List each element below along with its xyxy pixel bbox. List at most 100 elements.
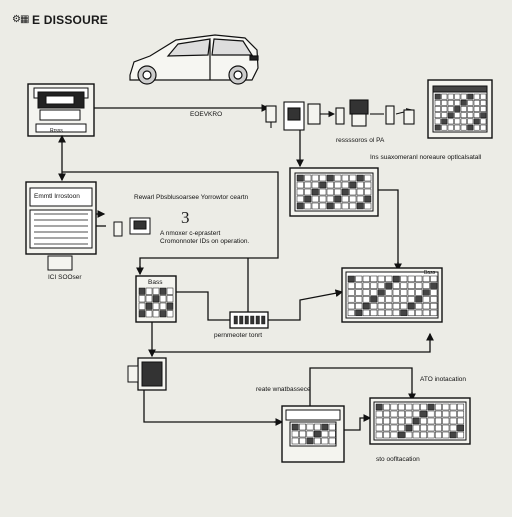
screen-cell bbox=[430, 302, 438, 310]
screen-cell bbox=[299, 430, 307, 438]
screen-cell bbox=[364, 174, 372, 182]
screen-cell bbox=[434, 106, 441, 112]
screen-cell bbox=[349, 188, 357, 196]
screen-cell bbox=[166, 287, 174, 295]
screen-cell bbox=[430, 309, 438, 317]
screen-cell bbox=[447, 99, 454, 106]
screen-cell bbox=[460, 112, 467, 119]
screen-cell bbox=[296, 181, 304, 189]
screen-cell bbox=[299, 437, 307, 445]
connection-lines bbox=[58, 104, 434, 431]
screen-cell bbox=[319, 174, 327, 182]
screen-cell bbox=[400, 302, 408, 310]
screen-cell bbox=[434, 99, 441, 106]
adapter-caption: ICI SOOser bbox=[48, 274, 82, 281]
screen-cell bbox=[347, 302, 355, 310]
screen-cell bbox=[430, 289, 438, 296]
screen-cell bbox=[457, 410, 465, 418]
analyzer-caption: Emmtl Irrostoon bbox=[34, 193, 80, 200]
screen-cell bbox=[449, 410, 457, 418]
screen-cell bbox=[392, 309, 400, 317]
screen-cell bbox=[454, 124, 461, 131]
screen-cell bbox=[334, 195, 342, 203]
screen-cell bbox=[457, 403, 465, 411]
screen-cell bbox=[420, 417, 428, 425]
screen-cell bbox=[319, 188, 327, 196]
screen-cell bbox=[152, 310, 160, 318]
screen-cell bbox=[422, 296, 430, 303]
car-link-label: EOEVKRO bbox=[190, 111, 223, 118]
screen-cell bbox=[313, 423, 321, 431]
screen-cell bbox=[347, 289, 355, 296]
screen-cell bbox=[449, 417, 457, 425]
screen-cell bbox=[480, 124, 487, 131]
screen-cell bbox=[454, 118, 461, 125]
center-heading: Rewarl Pbsblusoarsee Yorrowtor ceartn bbox=[134, 194, 249, 201]
screen-cell bbox=[473, 99, 480, 106]
screen-cell bbox=[441, 99, 448, 106]
screen-cell bbox=[467, 93, 474, 100]
right-data-panel bbox=[341, 267, 443, 323]
screen-cell bbox=[434, 424, 442, 432]
screen-cell bbox=[415, 275, 423, 283]
screen-cell bbox=[356, 174, 364, 182]
screen-cell bbox=[412, 403, 420, 411]
screen-cell bbox=[480, 99, 487, 106]
screen-cell bbox=[306, 437, 314, 445]
screen-cell bbox=[291, 437, 299, 445]
screen-cell bbox=[434, 118, 441, 125]
screen-cell bbox=[356, 202, 364, 210]
screen-cell bbox=[385, 289, 393, 296]
screen-cell bbox=[449, 424, 457, 432]
screen-cell bbox=[311, 188, 319, 196]
top-right-monitor bbox=[427, 79, 493, 139]
connector-pin bbox=[261, 315, 266, 325]
screen-cell bbox=[467, 112, 474, 119]
screen-cell bbox=[377, 275, 385, 283]
screen-cell bbox=[383, 424, 391, 432]
screen-cell bbox=[355, 289, 363, 296]
module-box bbox=[135, 275, 177, 323]
screen-cell bbox=[145, 310, 153, 318]
screen-cell bbox=[326, 181, 334, 189]
screen-cell bbox=[311, 181, 319, 189]
screen-cell bbox=[407, 275, 415, 283]
screen-cell bbox=[415, 282, 423, 289]
center-desc-line-1: A nmoxer c-eprastert bbox=[160, 230, 221, 237]
screen-cell bbox=[364, 202, 372, 210]
screen-cell bbox=[454, 99, 461, 106]
screen-cell bbox=[296, 188, 304, 196]
screen-cell bbox=[390, 403, 398, 411]
screen-cell bbox=[362, 309, 370, 317]
screen-cell bbox=[159, 287, 167, 295]
screen-cell bbox=[420, 431, 428, 439]
screen-cell bbox=[441, 112, 448, 119]
screen-cell bbox=[319, 181, 327, 189]
screen-cell bbox=[457, 424, 465, 432]
screen-cell bbox=[306, 423, 314, 431]
gear-chip-icon: ⚙▦ bbox=[12, 14, 29, 25]
screen-cell bbox=[407, 289, 415, 296]
screen-cell bbox=[383, 431, 391, 439]
screen-cell bbox=[397, 410, 405, 418]
screen-cell bbox=[321, 437, 329, 445]
screen-cell bbox=[377, 289, 385, 296]
screen-cell bbox=[460, 99, 467, 106]
screen-cell bbox=[434, 410, 442, 418]
screen-cell bbox=[145, 287, 153, 295]
screen-cell bbox=[460, 106, 467, 112]
screen-cell bbox=[313, 437, 321, 445]
connector-pin bbox=[233, 315, 238, 325]
screen-cell bbox=[442, 417, 450, 425]
screen-cell bbox=[347, 296, 355, 303]
screen-cell bbox=[427, 417, 435, 425]
screen-cell bbox=[356, 188, 364, 196]
bottom-note-right: ATO inotacation bbox=[420, 376, 467, 383]
screen-cell bbox=[347, 275, 355, 283]
screen-cell bbox=[296, 195, 304, 203]
screen-cell bbox=[422, 309, 430, 317]
screen-cell bbox=[299, 423, 307, 431]
screen-cell bbox=[447, 106, 454, 112]
screen-cell bbox=[442, 410, 450, 418]
